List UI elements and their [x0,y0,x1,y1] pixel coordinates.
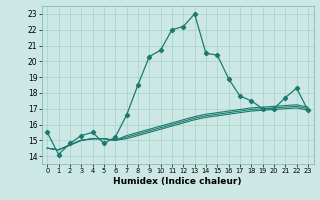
X-axis label: Humidex (Indice chaleur): Humidex (Indice chaleur) [113,177,242,186]
